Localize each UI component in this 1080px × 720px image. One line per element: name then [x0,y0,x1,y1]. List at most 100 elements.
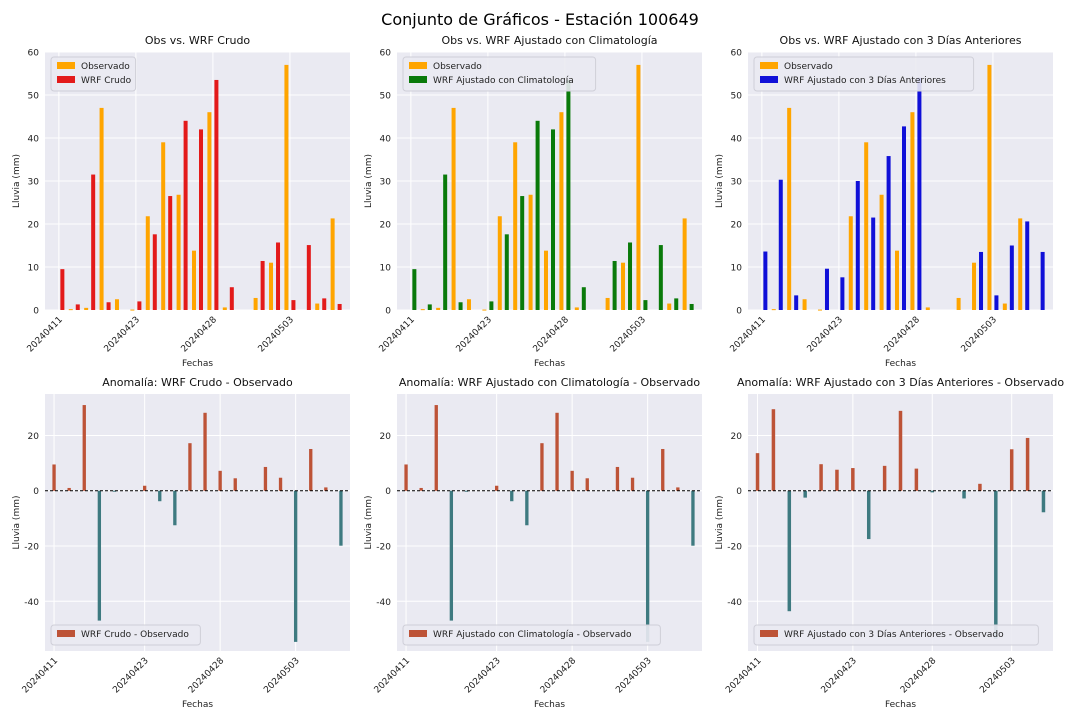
bar [658,245,663,310]
bar [525,490,529,526]
x-tick-label: 20240423 [819,656,858,695]
y-tick-label: 10 [731,264,743,274]
bar [910,112,915,310]
y-tick-label: 20 [380,221,392,231]
x-tick-label: 20240411 [724,656,763,695]
bar [1009,245,1014,310]
y-axis-label: Lluvia (mm) [364,496,374,550]
legend-box [50,624,201,646]
bar [419,487,423,491]
bar [755,453,760,491]
y-tick-label: 20 [28,221,40,231]
chart-title: Obs vs. WRF Ajustado con 3 Días Anterior… [780,34,1022,47]
chart-title: Obs vs. WRF Ajustado con Climatología [441,34,657,47]
y-tick-label: 50 [28,92,40,102]
bar [551,129,556,310]
bar [324,487,328,491]
legend-label: Observado [433,62,482,72]
bar [114,299,119,310]
bar [851,468,855,491]
x-tick-label: 20240411 [21,656,60,695]
bar [276,242,281,310]
y-tick-label: 20 [380,432,392,442]
bar [1040,251,1045,310]
chart-panel: 0 10 20 30 40 50 60 20240411 20240423 20240428 202… [364,34,702,369]
x-axis-label: Fechas [182,359,213,369]
y-axis-label: Lluvia (mm) [12,154,22,208]
bar [636,64,641,311]
bar [972,262,977,310]
legend: Observado WRF Ajustado con Climatología [402,56,597,92]
legend-swatch [409,62,427,69]
bar [404,464,408,491]
x-tick-label: 20240503 [257,315,296,354]
chart-panel: 0 10 20 30 40 50 60 20240411 20240423 20240428 202… [12,34,350,369]
x-tick-label: 20240423 [111,656,150,695]
bar [67,487,71,491]
bar [412,269,417,310]
y-tick-label: 0 [736,307,742,317]
x-tick-label: 20240503 [978,656,1017,695]
y-tick-label: 60 [28,49,40,59]
y-axis-label: Lluvia (mm) [715,496,725,550]
bar [293,490,298,642]
bar [615,466,620,491]
legend: Observado WRF Ajustado con 3 Días Anterio… [753,56,975,92]
bar [917,77,922,310]
legend-swatch [760,62,778,69]
bar [158,490,162,502]
bar [771,409,776,491]
x-axis-label: Fechas [885,359,916,369]
x-tick-label: 20240411 [373,656,412,695]
bar [879,194,884,310]
bar [886,156,891,310]
bar [866,490,871,540]
bar [840,277,845,310]
y-tick-label: 40 [380,135,392,145]
y-tick-label: 60 [731,49,743,59]
bar [112,490,117,492]
legend-swatch [57,630,75,637]
bar [979,251,984,310]
bar [691,490,695,546]
legend-label: Observado [784,62,833,72]
y-tick-label: -40 [24,598,39,608]
bar [1025,221,1030,310]
y-tick-label: -20 [376,542,391,552]
bar [420,309,425,311]
legend-label: WRF Crudo [81,76,132,86]
y-tick-label: -20 [727,542,742,552]
legend: Observado WRF Crudo [50,56,137,92]
bar [99,107,104,311]
y-tick-label: -20 [24,542,39,552]
y-tick-label: 0 [736,487,742,497]
bar [137,301,142,310]
bar [621,262,626,310]
bar [82,405,86,491]
bar [528,194,533,310]
chart-title: Obs vs. WRF Crudo [145,34,251,47]
bar [84,307,89,310]
bar [864,142,869,310]
bar [930,490,935,493]
x-tick-label: 20240423 [103,315,142,354]
bar [914,468,919,491]
bar [278,477,283,491]
bar [253,297,258,310]
bar [130,309,135,311]
y-tick-label: 60 [380,49,392,59]
bar [183,120,188,310]
bar [674,298,679,310]
bar [535,120,540,310]
x-tick-label: 20240503 [614,656,653,695]
bar [489,301,494,310]
bar [188,443,192,491]
bar [161,142,166,310]
bar [315,303,320,310]
bar [559,112,564,310]
bar [451,107,456,311]
bar [902,126,907,310]
x-tick-label: 20240428 [532,315,572,355]
bar [925,307,930,310]
legend: WRF Ajustado con Climatología - Observad… [402,624,661,646]
